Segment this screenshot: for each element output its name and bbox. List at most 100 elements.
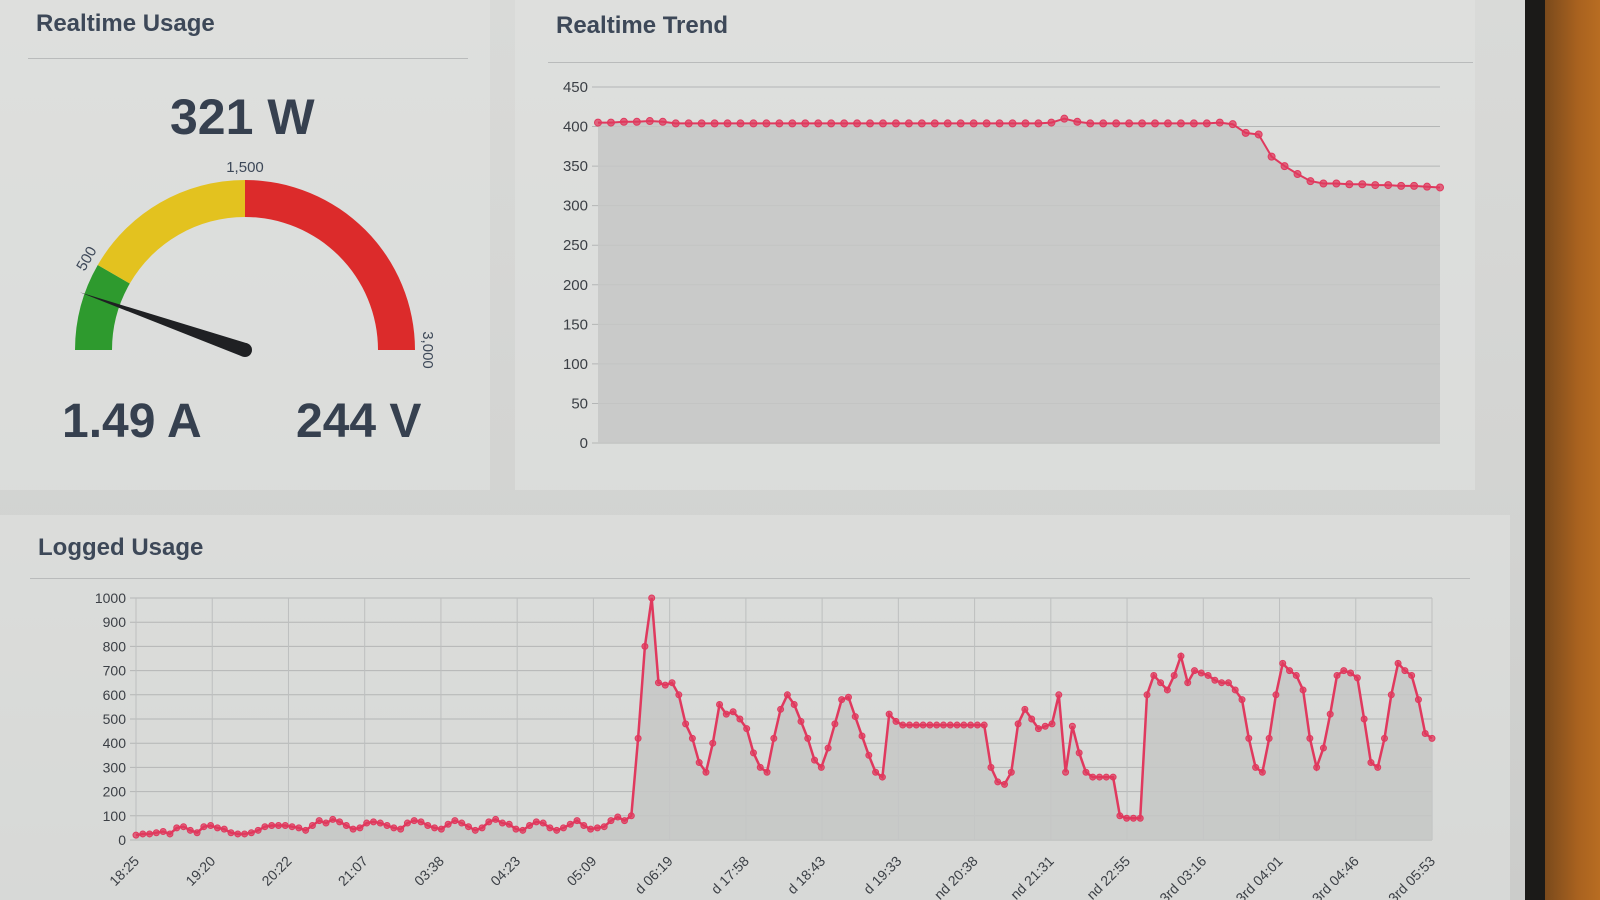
data-point xyxy=(987,763,995,771)
data-point xyxy=(645,117,654,126)
x-tick-label: nd 20:38 xyxy=(931,853,981,900)
data-point xyxy=(1252,763,1260,771)
x-tick-label: 3rd 04:01 xyxy=(1232,853,1285,900)
realtime-trend-title: Realtime Trend xyxy=(556,12,729,39)
y-tick-label: 100 xyxy=(103,808,127,824)
data-point xyxy=(621,817,629,825)
data-point xyxy=(519,826,527,834)
data-point xyxy=(1109,773,1117,781)
data-point xyxy=(1293,170,1302,179)
data-point xyxy=(824,744,832,752)
x-tick-label: 04:23 xyxy=(487,853,523,889)
data-point xyxy=(566,820,574,828)
data-point xyxy=(274,821,282,829)
data-point xyxy=(1306,734,1314,742)
data-point xyxy=(885,710,893,718)
y-tick-label: 50 xyxy=(571,395,588,412)
data-point xyxy=(783,691,791,699)
data-point xyxy=(1041,722,1049,730)
data-point xyxy=(661,681,669,689)
data-point xyxy=(1428,734,1436,742)
data-point xyxy=(995,119,1004,128)
data-point xyxy=(865,751,873,759)
data-point xyxy=(553,826,561,834)
data-point xyxy=(648,594,656,602)
data-point xyxy=(390,824,398,832)
data-point xyxy=(1163,686,1171,694)
data-point xyxy=(1421,730,1429,738)
data-point xyxy=(946,721,954,729)
data-point xyxy=(200,823,208,831)
data-point xyxy=(146,830,154,838)
data-point xyxy=(634,734,642,742)
data-point xyxy=(838,696,846,704)
data-point xyxy=(1116,812,1124,820)
data-point xyxy=(241,830,249,838)
gauge-label-2: 3,000 xyxy=(419,331,436,369)
data-point xyxy=(980,721,988,729)
data-point xyxy=(152,829,160,837)
data-point xyxy=(1202,119,1211,128)
y-tick-label: 900 xyxy=(103,614,127,630)
x-tick-label: 03:38 xyxy=(411,853,447,889)
x-tick-label: 20:22 xyxy=(258,853,294,889)
data-point xyxy=(1075,749,1083,757)
realtime-trend-chart: 0 50 100 150 200 250 300 350 400 450 xyxy=(563,79,1444,452)
data-point xyxy=(1125,119,1134,128)
data-point xyxy=(817,763,825,771)
data-point xyxy=(853,119,862,128)
data-point xyxy=(814,119,823,128)
data-point xyxy=(641,642,649,650)
data-point xyxy=(614,813,622,821)
data-point xyxy=(417,818,425,826)
data-point xyxy=(1096,773,1104,781)
data-point xyxy=(1073,117,1082,126)
data-point xyxy=(1397,181,1406,190)
y-tick-label: 600 xyxy=(103,687,127,703)
data-point xyxy=(1280,162,1289,171)
y-tick-label: 500 xyxy=(103,711,127,727)
data-point xyxy=(671,119,680,128)
data-point xyxy=(1436,183,1444,192)
gauge-label-1: 1,500 xyxy=(226,160,264,176)
data-point xyxy=(840,119,849,128)
data-point xyxy=(912,721,920,729)
data-point xyxy=(722,710,730,718)
gauge-needle-shape xyxy=(79,292,248,357)
data-point xyxy=(1347,669,1355,677)
data-point xyxy=(684,119,693,128)
data-point xyxy=(858,732,866,740)
data-point xyxy=(363,819,371,827)
data-point xyxy=(967,721,975,729)
data-point xyxy=(632,117,641,126)
data-point xyxy=(376,819,384,827)
data-point xyxy=(844,693,852,701)
x-tick-label: 21:07 xyxy=(335,853,371,889)
data-point xyxy=(1099,119,1108,128)
data-point xyxy=(356,824,364,832)
data-point xyxy=(539,819,547,827)
data-point xyxy=(1410,181,1419,190)
data-point xyxy=(431,824,439,832)
data-point xyxy=(702,768,710,776)
data-point xyxy=(1177,652,1185,660)
data-point xyxy=(1423,182,1432,191)
data-point xyxy=(1340,667,1348,675)
data-point xyxy=(729,708,737,716)
gauge-needle xyxy=(79,292,252,357)
data-point xyxy=(1360,715,1368,723)
gauge-band-1 xyxy=(97,180,245,284)
data-point xyxy=(288,823,296,831)
data-point xyxy=(892,717,900,725)
data-point xyxy=(1191,667,1199,675)
data-point xyxy=(1123,814,1131,822)
data-point xyxy=(777,705,785,713)
data-point xyxy=(600,823,608,831)
x-tick-label: 3rd 04:46 xyxy=(1309,853,1362,900)
data-point xyxy=(458,819,466,827)
data-point xyxy=(505,820,513,828)
data-point xyxy=(403,819,411,827)
data-point xyxy=(736,715,744,723)
y-tick-label: 450 xyxy=(563,79,588,96)
data-point xyxy=(1176,119,1185,128)
